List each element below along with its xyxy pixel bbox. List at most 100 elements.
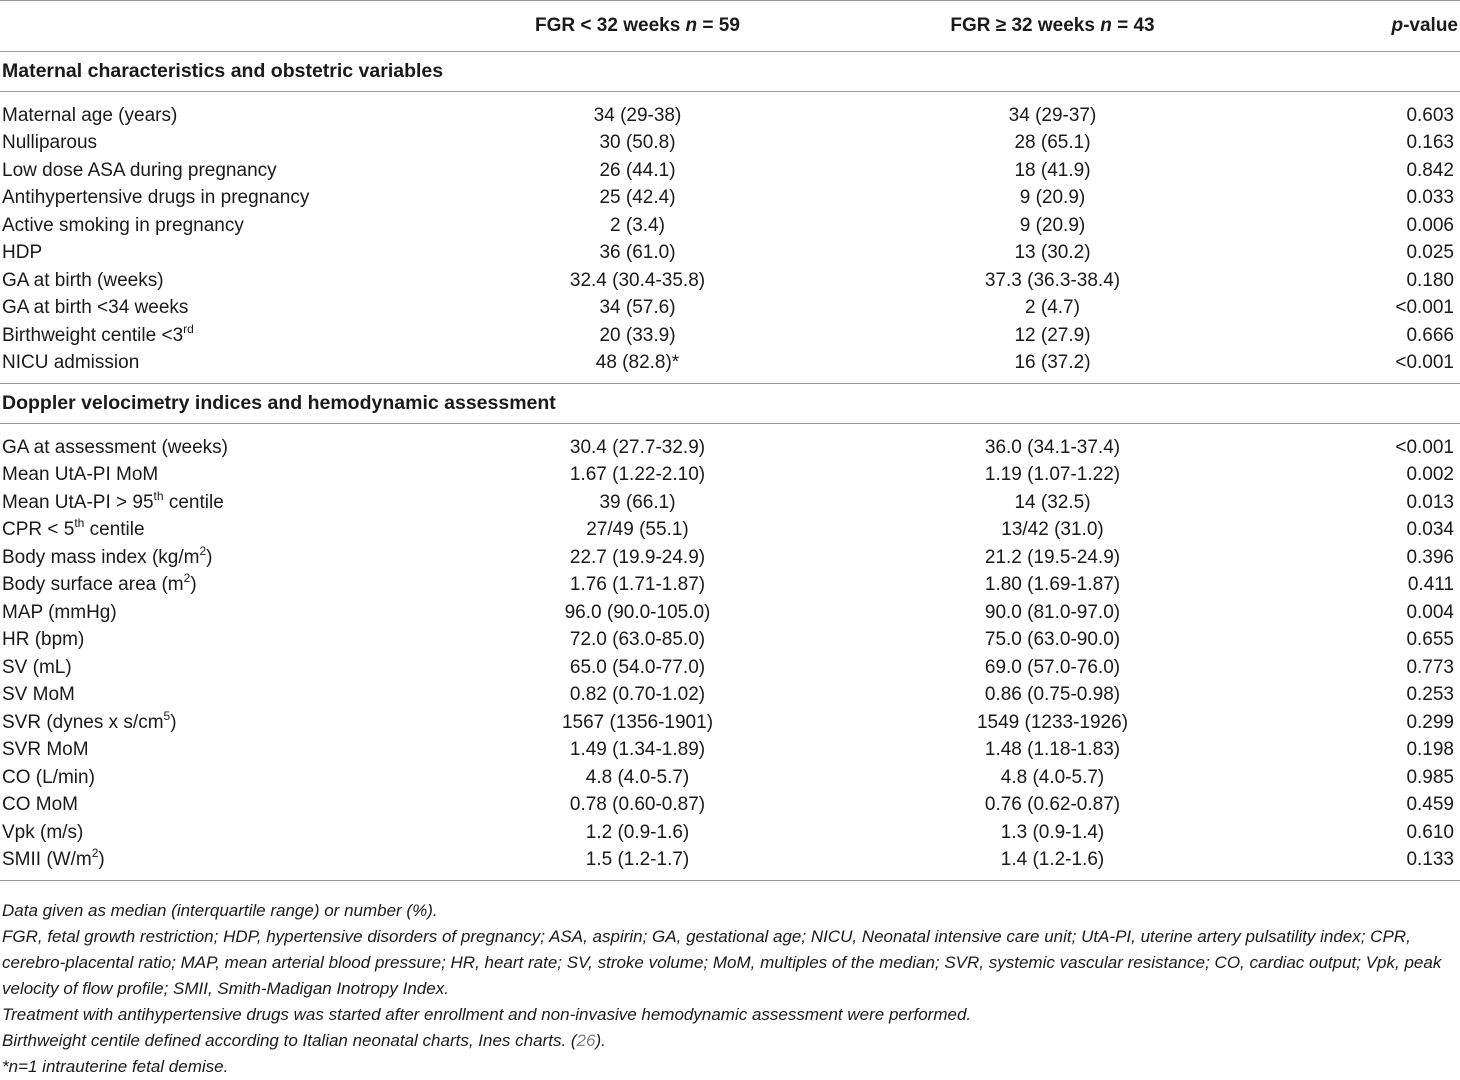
value-pvalue: 0.253	[1406, 684, 1454, 706]
value-pvalue: 0.396	[1406, 546, 1454, 568]
spacer-row	[0, 424, 1460, 435]
table-row: Body mass index (kg/m2) 22.7 (19.9-24.9) 2…	[0, 544, 1460, 572]
value-fgr-lt32: 2 (3.4)	[610, 214, 665, 236]
value-fgr-ge32: 1.48 (1.18-1.83)	[984, 739, 1121, 761]
row-label-text: Birthweight centile <3	[2, 324, 184, 346]
value-pvalue: 0.299	[1406, 711, 1454, 733]
table-row: CO MoM 0.78 (0.60-0.87) 0.76 (0.62-0.87) 0.…	[0, 792, 1460, 820]
value-fgr-ge32: 12 (27.9)	[1014, 324, 1091, 346]
row-label-text: Maternal age (years)	[2, 104, 178, 126]
spacer-cell	[0, 874, 1460, 881]
value-fgr-lt32: 1567 (1356-1901)	[561, 711, 714, 733]
value-fgr-ge32: 2 (4.7)	[1025, 297, 1080, 319]
value-pvalue: 0.655	[1406, 629, 1454, 651]
row-label: Mean UtA-PI > 95th centile	[0, 489, 430, 517]
reference-link[interactable]: 26	[576, 1031, 596, 1050]
value-fgr-lt32: 48 (82.8)*	[595, 352, 680, 374]
table-row: HDP 36 (61.0) 13 (30.2) 0.025	[0, 240, 1460, 268]
row-label-superscript: th	[153, 488, 164, 503]
value-pvalue: 0.198	[1406, 739, 1454, 761]
row-label-text: SVR (dynes x s/cm	[2, 711, 164, 733]
value-fgr-lt32: 34 (57.6)	[599, 297, 676, 319]
row-label-superscript: 2	[183, 571, 191, 586]
value-fgr-lt32: 22.7 (19.9-24.9)	[569, 546, 706, 568]
row-label: Birthweight centile <3rd	[0, 322, 430, 350]
value-fgr-lt32: 34 (29-38)	[593, 104, 682, 126]
section-header: Maternal characteristics and obstetric v…	[0, 51, 1460, 92]
header-fgr-lt32: FGR < 32 weeks n = 59	[535, 14, 740, 36]
value-pvalue: <0.001	[1395, 436, 1454, 458]
value-pvalue: 0.034	[1406, 519, 1454, 541]
section-title: Maternal characteristics and obstetric v…	[0, 51, 1460, 92]
value-pvalue: 0.603	[1406, 104, 1454, 126]
row-label: Body surface area (m2)	[0, 572, 430, 600]
row-label-suffix: centile	[163, 491, 224, 513]
value-fgr-lt32: 1.67 (1.22-2.10)	[569, 464, 706, 486]
footnote-demise: *n=1 intrauterine fetal demise.	[2, 1057, 229, 1076]
row-label-text: GA at birth <34 weeks	[2, 297, 189, 319]
table-body: Maternal characteristics and obstetric v…	[0, 51, 1460, 881]
table-row: SVR MoM 1.49 (1.34-1.89) 1.48 (1.18-1.83) 0…	[0, 737, 1460, 765]
header-row: FGR < 32 weeks n = 59 FGR ≥ 32 weeks n =…	[0, 0, 1460, 52]
value-fgr-lt32: 26 (44.1)	[599, 159, 676, 181]
table-row: SV (mL) 65.0 (54.0-77.0) 69.0 (57.0-76.0) 0…	[0, 654, 1460, 682]
row-label: CPR < 5th centile	[0, 517, 430, 545]
row-label: SV MoM	[0, 682, 430, 710]
value-fgr-ge32: 9 (20.9)	[1019, 187, 1086, 209]
value-fgr-lt32: 4.8 (4.0-5.7)	[585, 766, 690, 788]
value-pvalue: 0.985	[1406, 766, 1454, 788]
row-label: GA at assessment (weeks)	[0, 434, 430, 462]
value-pvalue: <0.001	[1395, 352, 1454, 374]
table-row: Body surface area (m2) 1.76 (1.71-1.87) 1.…	[0, 572, 1460, 600]
value-pvalue: 0.163	[1406, 132, 1454, 154]
row-label-suffix: )	[206, 546, 213, 568]
data-table: FGR < 32 weeks n = 59 FGR ≥ 32 weeks n =…	[0, 0, 1460, 881]
row-label-suffix: )	[170, 711, 177, 733]
row-label-suffix: centile	[84, 519, 145, 541]
row-label-superscript: rd	[183, 321, 194, 336]
table-row: GA at assessment (weeks) 30.4 (27.7-32.9)…	[0, 434, 1460, 462]
row-label: GA at birth <34 weeks	[0, 295, 430, 323]
value-fgr-lt32: 0.82 (0.70-1.02)	[569, 684, 706, 706]
table-row: MAP (mmHg) 96.0 (90.0-105.0) 90.0 (81.0-97…	[0, 599, 1460, 627]
value-fgr-lt32: 1.76 (1.71-1.87)	[569, 574, 706, 596]
value-fgr-ge32: 36.0 (34.1-37.4)	[984, 436, 1121, 458]
table-row: Antihypertensive drugs in pregnancy 25 (4…	[0, 185, 1460, 213]
value-fgr-ge32: 75.0 (63.0-90.0)	[984, 629, 1121, 651]
top-rule	[0, 0, 1460, 1]
table-row: SVR (dynes x s/cm5) 1567 (1356-1901) 1549 …	[0, 709, 1460, 737]
value-pvalue: 0.002	[1406, 464, 1454, 486]
value-fgr-ge32: 13/42 (31.0)	[1001, 519, 1104, 541]
value-pvalue: 0.033	[1406, 187, 1454, 209]
row-label-text: CPR < 5	[2, 519, 75, 541]
row-label-text: Mean UtA-PI > 95	[2, 491, 154, 513]
row-label-text: Low dose ASA during pregnancy	[2, 159, 277, 181]
value-pvalue: 0.411	[1407, 574, 1454, 596]
row-label-text: Vpk (m/s)	[2, 821, 84, 843]
table-row: Mean UtA-PI > 95th centile 39 (66.1) 14 (3…	[0, 489, 1460, 517]
table-row: NICU admission 48 (82.8)* 16 (37.2) <0.001	[0, 350, 1460, 378]
footnote-centile: Birthweight centile defined according to…	[2, 1031, 606, 1050]
value-fgr-ge32: 14 (32.5)	[1014, 491, 1091, 513]
value-fgr-ge32: 4.8 (4.0-5.7)	[1000, 766, 1105, 788]
row-label: SV (mL)	[0, 654, 430, 682]
row-label: GA at birth (weeks)	[0, 267, 430, 295]
table-row: Maternal age (years) 34 (29-38) 34 (29-37)…	[0, 102, 1460, 130]
table-row: GA at birth (weeks) 32.4 (30.4-35.8) 37.3 …	[0, 267, 1460, 295]
row-label: Mean UtA-PI MoM	[0, 462, 430, 490]
value-pvalue: 0.133	[1406, 849, 1454, 871]
value-fgr-ge32: 1.19 (1.07-1.22)	[984, 464, 1121, 486]
row-label: NICU admission	[0, 350, 430, 378]
value-fgr-ge32: 1549 (1233-1926)	[976, 711, 1129, 733]
value-fgr-lt32: 72.0 (63.0-85.0)	[569, 629, 706, 651]
value-fgr-lt32: 25 (42.4)	[599, 187, 676, 209]
row-label-text: HDP	[2, 242, 43, 264]
value-fgr-ge32: 34 (29-37)	[1008, 104, 1097, 126]
row-label-suffix: )	[98, 849, 105, 871]
row-label-text: Active smoking in pregnancy	[2, 214, 244, 236]
value-pvalue: 0.842	[1406, 159, 1454, 181]
row-label-suffix: )	[190, 574, 197, 596]
value-fgr-ge32: 1.80 (1.69-1.87)	[984, 574, 1121, 596]
row-label: HDP	[0, 240, 430, 268]
